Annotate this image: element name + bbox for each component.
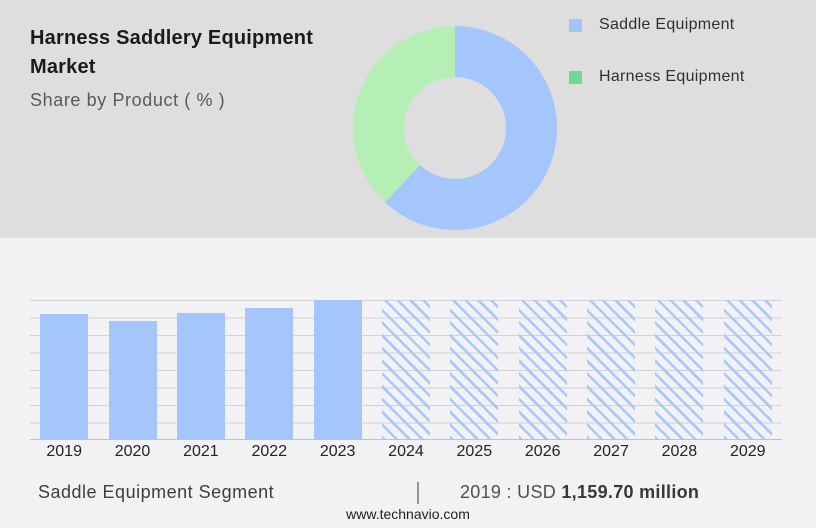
- bar-2020: [108, 320, 157, 439]
- page-title: Harness Saddlery Equipment Market: [30, 27, 314, 78]
- legend-label-saddle: Saddle Equipment: [599, 16, 735, 33]
- bar-2022: [245, 307, 294, 439]
- bar-2025: [450, 300, 499, 439]
- x-label-2026: 2026: [524, 443, 561, 460]
- title-block: Harness Saddlery Equipment Market Share …: [30, 24, 352, 111]
- x-label-2028: 2028: [661, 443, 698, 460]
- bar-section: 2019 2020 2021 2022 2023 2024 2025 2026 2027 2028…: [0, 238, 816, 528]
- segment-label: Saddle Equipment Segment: [38, 482, 275, 502]
- website-url: www.technavio.com: [346, 506, 470, 522]
- bar-column-2028: [645, 300, 713, 439]
- x-label-2024: 2024: [388, 443, 424, 460]
- x-axis-labels: 2019 2020 2021 2022 2023 2024 2025 2026 2027 2028…: [30, 443, 782, 461]
- bar-2023: [313, 300, 362, 439]
- donut-section: Harness Saddlery Equipment Market Share …: [0, 0, 816, 238]
- divider: |: [415, 478, 421, 504]
- bar-2019: [40, 313, 89, 439]
- bar-column-2021: [167, 300, 235, 439]
- bar-2021: [176, 313, 225, 439]
- bar-columns: [30, 300, 782, 439]
- bar-column-2019: [30, 300, 98, 439]
- bar-column-2024: [372, 300, 440, 439]
- bar-2029: [723, 300, 772, 439]
- bar-column-2027: [577, 300, 645, 439]
- bar-column-2025: [440, 300, 508, 439]
- bar-2026: [518, 300, 567, 439]
- bar-column-2022: [235, 300, 303, 439]
- donut-chart: [353, 26, 557, 230]
- legend-item-harness-equipment: Harness Equipment: [569, 64, 745, 90]
- legend-swatch-harness-icon: [569, 70, 582, 84]
- bar-2027: [587, 300, 636, 439]
- x-label-2021: 2021: [183, 443, 219, 460]
- x-label-2029: 2029: [729, 443, 766, 460]
- value-amount: 1,159.70 million: [561, 482, 700, 502]
- bar-column-2029: [714, 300, 782, 439]
- bar-column-2023: [303, 300, 371, 439]
- x-label-2027: 2027: [593, 443, 629, 460]
- x-label-2019: 2019: [46, 443, 82, 460]
- x-label-2023: 2023: [319, 443, 356, 460]
- legend: Saddle Equipment Harness Equipment: [569, 12, 745, 116]
- market-value: 2019 : USD 1,159.70 million: [460, 482, 699, 503]
- bar-chart: [30, 300, 782, 440]
- bar-2024: [381, 300, 430, 439]
- x-label-2022: 2022: [251, 443, 288, 460]
- x-label-2025: 2025: [456, 443, 493, 460]
- legend-swatch-saddle-icon: [569, 18, 582, 32]
- bar-column-2026: [509, 300, 577, 439]
- page-subtitle: Share by Product ( % ): [30, 90, 226, 110]
- bar-2028: [655, 300, 704, 439]
- bar-column-2020: [98, 300, 166, 439]
- legend-item-saddle-equipment: Saddle Equipment: [569, 12, 745, 38]
- x-label-2020: 2020: [114, 443, 151, 460]
- value-prefix: 2019 : USD: [460, 482, 562, 502]
- legend-label-harness: Harness Equipment: [599, 68, 745, 85]
